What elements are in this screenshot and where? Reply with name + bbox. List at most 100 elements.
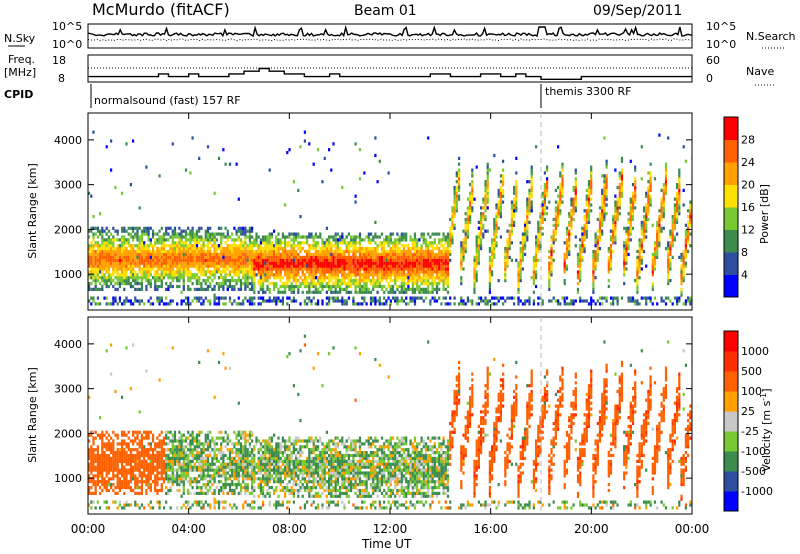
velocity-cell — [96, 448, 99, 452]
power-cell — [438, 247, 441, 251]
power-cell — [169, 282, 172, 286]
power-cell — [169, 244, 172, 248]
power-cell — [171, 244, 174, 248]
power-cell — [579, 255, 582, 259]
power-cell — [268, 255, 271, 259]
power-cell — [535, 247, 538, 251]
power-cell — [541, 200, 544, 204]
power-cell — [220, 247, 223, 251]
power-cell — [616, 197, 619, 201]
power-cell — [195, 287, 199, 291]
power-cell — [660, 209, 663, 213]
power-cell — [169, 264, 172, 268]
power-cell — [662, 183, 665, 187]
power-cell — [413, 282, 417, 286]
power-cell — [497, 212, 500, 216]
velocity-cell — [99, 456, 102, 460]
power-cell — [367, 273, 370, 277]
power-cell — [259, 244, 262, 248]
power-cell — [257, 279, 260, 283]
power-cell — [609, 252, 613, 256]
power-cell — [394, 258, 397, 262]
power-cell — [504, 299, 507, 303]
power-cell — [420, 244, 423, 248]
power-cell — [579, 296, 582, 300]
power-cell — [206, 258, 210, 262]
power-cell — [308, 273, 311, 277]
power-cell — [504, 279, 507, 283]
power-cell — [96, 241, 99, 245]
power-cell — [587, 302, 591, 306]
power-cell — [444, 287, 447, 291]
power-cell — [422, 264, 425, 268]
power-cell — [453, 194, 456, 198]
power-cell — [314, 290, 317, 294]
power-cell — [118, 252, 121, 256]
power-cell — [568, 244, 571, 248]
power-cell — [143, 244, 146, 248]
power-cell — [515, 180, 518, 184]
power-cell — [493, 244, 496, 248]
power-cell — [107, 302, 110, 306]
power-cell — [453, 215, 456, 219]
power-cell — [121, 302, 124, 306]
power-cell — [134, 282, 137, 286]
power-cell — [645, 209, 648, 213]
power-cell — [420, 255, 423, 259]
power-cell — [480, 215, 483, 219]
power-cell — [662, 191, 665, 195]
power-cell — [352, 238, 355, 242]
power-cell — [127, 232, 130, 236]
power-cell — [376, 252, 379, 256]
power-cell — [594, 255, 597, 259]
power-cell — [198, 270, 201, 274]
power-cell — [198, 249, 201, 254]
power-cell — [224, 276, 227, 280]
power-cell — [242, 273, 245, 277]
power-cell — [323, 258, 326, 262]
power-cell — [347, 255, 350, 259]
power-cell — [273, 284, 276, 289]
power-cell — [114, 276, 117, 280]
power-cell — [334, 232, 337, 236]
power-cell — [308, 247, 311, 251]
power-cell — [422, 258, 425, 262]
power-cell — [162, 255, 166, 259]
power-cell — [484, 299, 487, 303]
power-cell — [687, 229, 690, 233]
power-cell — [277, 261, 280, 265]
power-cell — [217, 287, 221, 291]
power-cell — [612, 229, 615, 233]
power-cell — [220, 284, 223, 289]
power-cell — [226, 279, 229, 283]
power-cell — [612, 302, 615, 306]
power-cell — [629, 223, 632, 227]
velocity-cell — [96, 468, 99, 472]
power-cell — [132, 238, 135, 242]
power-cell — [330, 287, 333, 291]
power-cell — [107, 252, 110, 256]
power-cell — [319, 255, 322, 259]
power-cell — [125, 264, 128, 268]
power-cell — [165, 255, 168, 259]
power-cell — [413, 238, 417, 242]
power-cell — [407, 255, 410, 259]
power-cell — [264, 247, 267, 251]
power-cell — [405, 276, 408, 280]
power-cell — [374, 136, 377, 140]
power-cell — [145, 287, 148, 291]
power-cell — [88, 270, 91, 274]
power-cell — [444, 235, 447, 239]
power-cell — [176, 273, 179, 277]
power-cell — [625, 226, 628, 230]
power-cell — [266, 238, 269, 242]
power-cell — [270, 235, 273, 239]
power-cell — [653, 247, 657, 251]
power-cell — [678, 209, 681, 213]
power-cell — [145, 252, 148, 256]
power-cell — [110, 258, 113, 262]
power-cell — [257, 252, 260, 256]
power-cell — [246, 261, 249, 265]
power-cell — [310, 282, 313, 286]
power-cell — [369, 261, 373, 265]
